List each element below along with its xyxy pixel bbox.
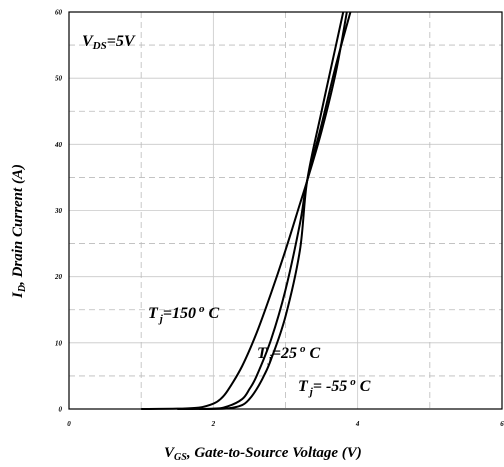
label-tj-25-unit: C [305,345,320,362]
vds-value: =5V [107,33,136,50]
curve-tj-minus55 [198,11,345,410]
y-axis-label-text: , Drain Current (A) [10,164,26,286]
vds-annotation: VDS=5V [82,33,136,52]
x-axis-label-text: , Gate-to-Source Voltage (V) [186,445,362,461]
label-tj-25-sup: o [300,343,306,355]
y-axis-label: ID, Drain Current (A) [10,164,28,299]
x-axis-label-subscript: GS [174,452,187,463]
label-tj-minus55-symbol: T [298,378,309,395]
label-tj-150-sup: o [199,303,205,315]
label-tj-25-subscript: j [267,353,273,365]
vds-subscript: DS [92,40,107,52]
x-tick-label: 4 [355,420,360,428]
x-tick-label: 0 [67,420,71,428]
label-tj-minus55-unit: C [356,378,371,395]
y-axis-label-subscript: D [17,285,28,293]
label-tj-minus55-subscript: j [308,386,314,398]
label-tj-25-value: =25 [272,345,297,362]
y-tick-label: 50 [55,75,63,83]
x-tick-labels: 0 2 4 6 [67,420,504,428]
label-tj-150-subscript: j [158,313,164,325]
y-tick-label: 40 [54,141,63,149]
plot-frame [68,11,503,410]
vds-symbol: V [82,33,94,50]
curves [141,11,352,410]
label-tj-150-symbol: T [148,305,159,322]
label-tj-150-unit: C [204,305,219,322]
y-tick-label: 10 [55,339,63,347]
y-tick-label: 60 [55,9,63,17]
x-axis-label-symbol: V [164,445,176,461]
label-tj-minus55-value: = -55 [313,378,347,395]
x-axis-label: VGS, Gate-to-Source Voltage (V) [164,445,362,463]
x-tick-label: 2 [211,420,216,428]
x-tick-label: 6 [500,420,504,428]
label-tj-minus55-sup: o [350,376,356,388]
grid [69,12,502,409]
y-tick-labels: 0 10 20 30 40 50 60 [54,9,63,414]
label-tj-150-value: =150 [163,305,196,322]
curve-tj-25 [177,11,352,410]
y-tick-label: 30 [54,207,63,215]
y-tick-label: 0 [59,406,63,414]
curve-tj-150 [141,11,348,410]
y-tick-label: 20 [54,273,63,281]
label-tj-25-symbol: T [257,345,268,362]
y-axis-label-symbol: I [10,291,26,299]
